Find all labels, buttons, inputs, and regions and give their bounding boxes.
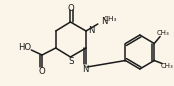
Text: HO: HO	[18, 44, 31, 52]
Text: CH₃: CH₃	[157, 29, 169, 36]
Text: N: N	[82, 64, 88, 74]
Text: CH₃: CH₃	[104, 16, 117, 22]
Text: O: O	[67, 4, 74, 12]
Text: N: N	[88, 26, 94, 34]
Text: CH₃: CH₃	[161, 63, 173, 69]
Text: O: O	[39, 66, 45, 76]
Text: S: S	[69, 58, 74, 66]
Text: N: N	[101, 17, 108, 26]
